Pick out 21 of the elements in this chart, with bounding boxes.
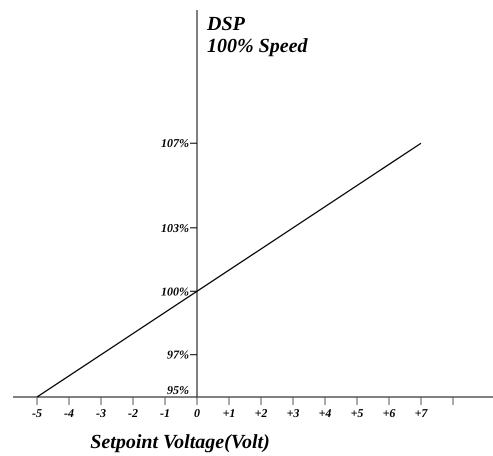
y-tick-label: 95%	[167, 383, 189, 397]
x-tick-label: -3	[96, 406, 106, 420]
x-tick-label: +7	[414, 406, 428, 420]
y-tick-label: 107%	[161, 136, 189, 150]
y-tick-label: 103%	[161, 220, 189, 235]
x-tick-label: +2	[254, 406, 268, 420]
text: 100% Speed	[207, 35, 309, 57]
chart-title: DSP	[206, 13, 246, 35]
x-axis-title: Setpoint Voltage(Volt)	[90, 431, 270, 453]
x-tick-label: +5	[350, 406, 364, 420]
x-tick-label: -2	[128, 406, 138, 420]
y-tick-label: 100%	[161, 284, 189, 298]
x-tick-label: -4	[64, 406, 74, 420]
x-tick-label: -1	[160, 406, 170, 420]
x-tick-label: -5	[32, 406, 42, 420]
x-tick-label: +3	[286, 406, 300, 420]
x-tick-label: +4	[318, 406, 332, 420]
x-tick-label: +1	[222, 406, 236, 420]
x-tick-label: 0	[194, 406, 200, 420]
y-tick-label: 97%	[167, 348, 189, 362]
x-tick-label: +6	[382, 406, 396, 420]
